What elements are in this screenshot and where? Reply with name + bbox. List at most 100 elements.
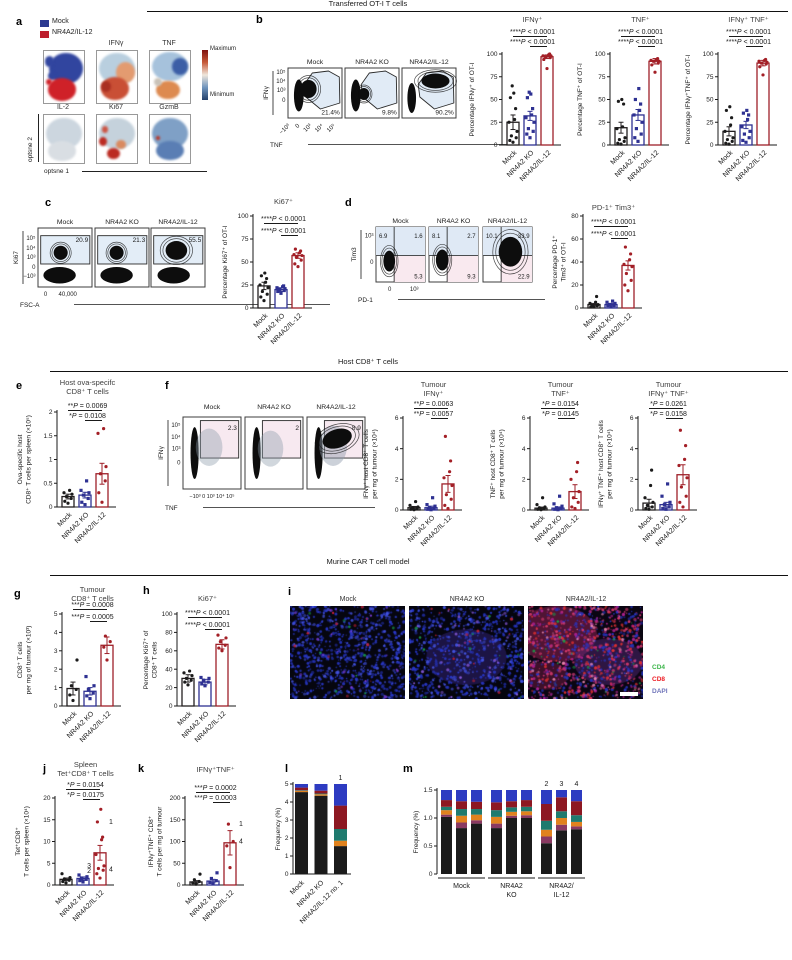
gate-percentage: 20.9 [76,237,89,244]
panel-letter-g: g [14,588,21,600]
stack-segment [295,790,308,791]
bar-chart: Ki67⁺ ****P < 0.0001 ****P < 0.0001 0 20 40 60… [143,594,236,744]
chart-title: Ki67⁺ [274,197,293,206]
y-axis-label: Percentage TNF⁺ of OT-I [577,63,584,136]
flow-y-tick-label: 10⁵ [26,235,36,242]
y-tick-label: 1.5 [423,787,432,794]
data-point [69,496,73,501]
tsne-blob [156,80,180,100]
data-point [183,680,187,684]
data-point [226,822,230,826]
data-point [200,682,204,686]
data-point [87,491,91,495]
y-tick-label: 25 [241,282,249,289]
flow-row: Ki67 10⁵ 10⁴ 10³ 0 −10³ Mock 20.9 NR4A2 KO 21.3 NR… [13,219,330,309]
cluster-contour [107,243,126,262]
panel-letter-d: d [345,197,352,209]
chart-title: TNF⁺ [631,15,650,24]
flow-y-axis-label: IFNγ [158,445,165,459]
chart-g-tumour-cd8: Tumour CD8⁺ T cells ***P = 0.0008 ***P = 0.… [14,585,129,758]
y-axis-label: per mg of tumour (×10⁴) [607,429,614,498]
data-point [96,431,100,435]
tsne-blob [101,81,111,92]
data-point [731,136,735,140]
stack-segment [506,815,517,818]
data-point [426,507,430,511]
y-axis-label: per mg of tumour (×10⁴) [499,429,506,498]
data-point [543,55,547,59]
data-point [615,127,619,131]
data-point [622,139,626,143]
data-point [633,97,637,102]
data-point [508,96,512,100]
cluster-contour [417,71,454,91]
y-tick-label: 100 [162,611,173,618]
tsne-map-gzmb [149,114,191,164]
data-point [68,488,72,492]
data-point [745,108,749,113]
chart-title: Tet⁺CD8⁺ T cells [57,769,114,778]
stack-segment [456,828,467,874]
stack-segment [506,801,517,808]
tsne-y-axis-label: optsne 2 [27,137,34,162]
y-tick-label: 3 [285,817,289,824]
panel-letter-j: j [43,763,47,775]
data-point [99,807,103,811]
bar-number-label: 4 [575,781,579,788]
y-tick-label: 100 [703,51,714,58]
chart-d-pd1-tim3: PD-1⁺ Tim3⁺ ****P < 0.0001 ****P < 0.0001 0… [549,200,650,360]
tsne-blob [48,141,76,161]
stack-segment [521,815,532,818]
stack-segment [471,814,482,821]
data-point [639,102,643,106]
bar-number-label: 2 [545,781,549,788]
chart-k-ifng-tnf-cd8: IFNγ⁺TNF⁺ ***P = 0.0002 ***P = 0.0003 0 50 10… [145,762,252,937]
p-value: ****P < 0.0001 [185,610,230,617]
y-tick-label: 60 [165,648,173,655]
data-point [103,634,107,638]
chart-e-host-ova-specific: Host ova-specifc CD8⁺ T cells **P = 0.0069… [14,378,124,559]
data-point [190,674,194,678]
data-point [209,876,213,881]
legend-label-nr4a2-il12: NR4A2/IL-12 [52,29,93,36]
data-point [293,247,297,251]
data-point [100,500,104,504]
data-point [214,879,218,883]
p-value: ****P < 0.0001 [510,39,555,46]
data-point [571,496,575,500]
data-point [299,258,303,262]
y-axis-label: IFNγ⁺ host CD8⁺ T cells [363,428,370,499]
stack-segment [334,846,347,874]
stack-segment [295,784,308,788]
category-label: NR4A2/IL-12 [600,312,634,346]
stack-segment [491,816,502,824]
y-tick-label: 80 [165,630,173,637]
y-axis-label: Frequency (%) [413,811,420,854]
p-value: *P = 0.0145 [542,411,579,418]
panel-letter-a: a [16,16,23,28]
cell-cluster [421,73,450,89]
data-point [637,86,641,91]
data-point [446,506,450,511]
tsne-blob [154,78,162,87]
data-point [623,136,627,140]
stack-segment [541,836,552,844]
group-label: KO [506,892,517,899]
data-point [656,56,660,61]
flow-x-tick-labels: −10³ 0 10³ 10⁴ 10⁵ [189,493,234,500]
y-tick-label: 0 [177,882,181,889]
cell-cluster [53,245,68,260]
cell-cluster [165,240,188,260]
y-tick-label: 25 [598,119,606,126]
category-label: NR4A2/IL-12 [420,514,454,548]
data-point [558,494,562,498]
gate-outline [199,420,240,459]
quadrant-bottom-right [394,255,425,282]
cluster-contour [49,241,72,264]
cluster-contour [162,238,191,263]
cluster-contour [314,423,360,455]
cell-cluster [195,428,223,466]
data-point [282,288,286,293]
